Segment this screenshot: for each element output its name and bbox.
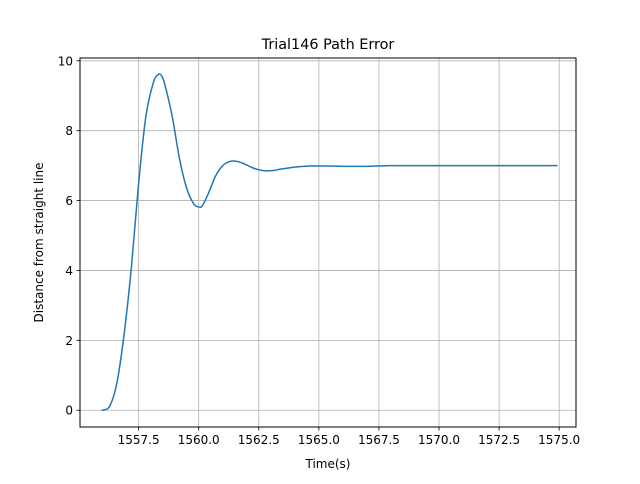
grid-lines [80,58,576,427]
x-tick-label: 1557.5 [118,433,160,447]
y-tick-label: 4 [65,264,73,278]
x-tick-label: 1567.5 [358,433,400,447]
y-tick-label: 6 [65,194,73,208]
x-tick-label: 1560.0 [178,433,220,447]
series-layer [101,73,558,412]
y-tick-label: 0 [65,404,73,418]
y-tick-label: 2 [65,334,73,348]
plot-frame [79,57,577,428]
x-tick-label: 1572.5 [478,433,520,447]
x-tick-label: 1565.0 [298,433,340,447]
x-tick-label: 1562.5 [238,433,280,447]
y-tick-label: 10 [58,54,73,68]
series-line [101,73,558,412]
x-tick-label: 1570.0 [418,433,460,447]
y-axis-label: Distance from straight line [32,162,46,322]
chart-title: Trial146 Path Error [261,37,395,53]
x-axis-label: Time(s) [305,457,351,471]
x-tick-label: 1575.0 [538,433,580,447]
y-tick-label: 8 [65,124,73,138]
y-axis-ticks: 0 2 4 6 8 10 [58,54,80,418]
x-axis-ticks: 1557.5 1560.0 1562.5 1565.0 1567.5 1570.0 1572… [118,427,580,447]
